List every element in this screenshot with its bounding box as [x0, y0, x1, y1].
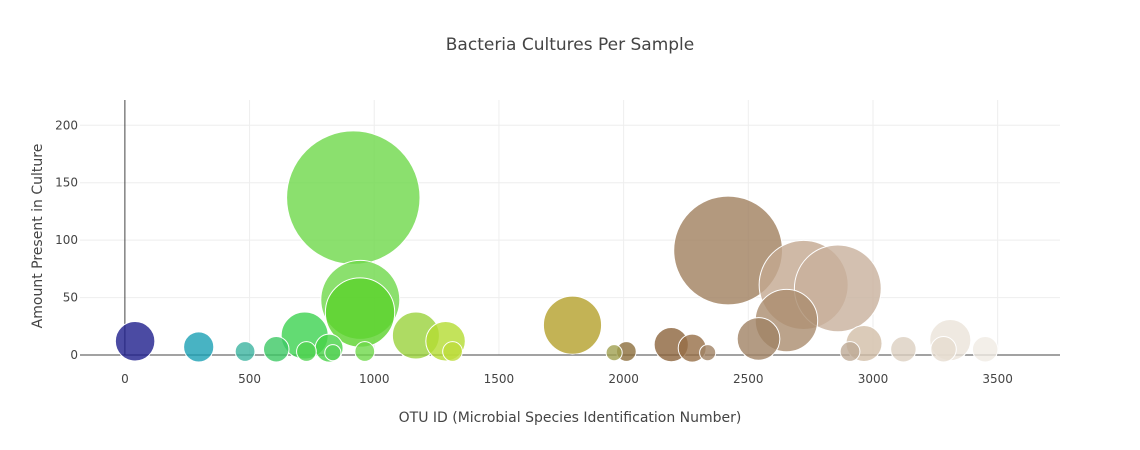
x-tick-label: 3500 — [982, 372, 1013, 386]
x-tick-label: 3000 — [858, 372, 889, 386]
bubble-point — [699, 344, 717, 362]
bubble-point — [286, 130, 421, 265]
bubble-point — [890, 336, 917, 363]
bubble-point — [234, 341, 256, 362]
x-tick-label: 500 — [238, 372, 261, 386]
chart-title: Bacteria Cultures Per Sample — [446, 35, 694, 55]
x-tick-label: 0 — [121, 372, 129, 386]
y-tick-label: 200 — [55, 118, 78, 132]
x-tick-label: 1500 — [484, 372, 515, 386]
x-tick-label: 2500 — [733, 372, 764, 386]
bubble-point — [930, 336, 957, 363]
bubble-point — [183, 331, 215, 363]
bubble-point — [324, 344, 342, 362]
bubble-point — [605, 344, 623, 362]
bubble-layer — [114, 130, 999, 363]
bubble-point — [542, 295, 603, 355]
x-axis-title: OTU ID (Microbial Species Identification… — [399, 410, 742, 426]
y-tick-label: 100 — [55, 233, 78, 247]
bubble-point — [442, 341, 463, 362]
x-tick-label: 2000 — [608, 372, 639, 386]
y-tick-label: 0 — [70, 348, 78, 362]
bubble-point — [736, 317, 781, 361]
bubble-point — [971, 336, 999, 363]
axis-layer: 0 500 1000 1500 2000 2500 3000 3500 0 50 100 150 200 — [55, 100, 1060, 386]
bubble-point — [354, 341, 376, 362]
y-tick-label: 50 — [63, 291, 78, 305]
bubble-point — [263, 336, 290, 363]
x-tick-label: 1000 — [359, 372, 390, 386]
y-tick-label: 150 — [55, 176, 78, 190]
bubble-point — [114, 320, 156, 362]
y-axis-title: Amount Present in Culture — [30, 144, 46, 329]
bubble-point — [296, 341, 317, 362]
bubble-point — [839, 341, 861, 362]
